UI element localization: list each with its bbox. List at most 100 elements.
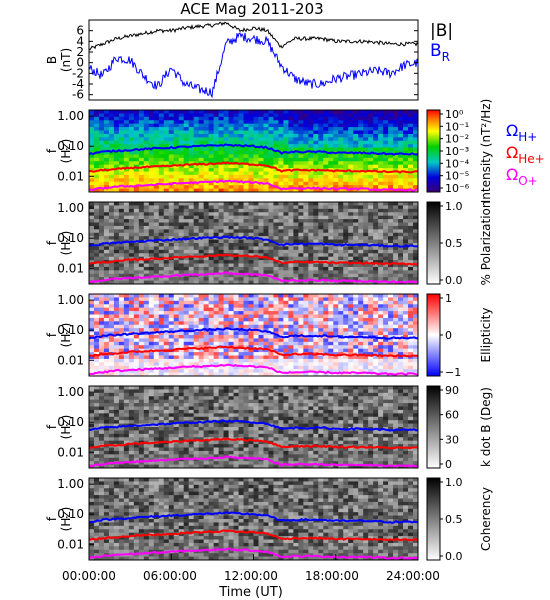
spectrogram-cell — [173, 243, 180, 247]
spectrogram-cell — [173, 266, 180, 271]
spectrogram-cell — [198, 297, 205, 302]
spectrogram-cell — [388, 321, 394, 326]
spectrogram-cell — [288, 137, 294, 142]
spectrogram-cell — [118, 311, 125, 315]
spectrogram-cell — [98, 331, 105, 336]
spectrogram-cell — [263, 161, 269, 166]
spectrogram-cell — [89, 147, 95, 152]
spectrogram-cell — [233, 273, 239, 278]
spectrogram-cell — [148, 345, 155, 350]
spectrogram-cell — [228, 157, 234, 162]
spectrogram-cell — [398, 168, 404, 172]
spectrogram-cell — [358, 161, 364, 166]
spectrogram-cell — [193, 161, 200, 166]
spectrogram-cell — [413, 205, 419, 210]
spectrogram-cell — [268, 205, 274, 210]
spectrogram-cell — [303, 297, 309, 302]
spectrogram-cell — [138, 232, 145, 237]
spectrogram-cell — [248, 168, 254, 172]
spectrogram-cell — [348, 178, 354, 183]
spectrogram-cell — [163, 215, 170, 220]
spectrogram-cell — [273, 246, 279, 251]
spectrogram-cell — [353, 222, 359, 227]
spectrogram-cell — [318, 345, 324, 350]
spectrogram-cell — [363, 297, 369, 302]
spectrogram-cell — [293, 222, 299, 227]
spectrogram-cell — [213, 338, 219, 343]
spectrogram-cell — [178, 355, 185, 360]
spectrogram-cell — [223, 348, 229, 353]
spectrogram-cell — [278, 300, 284, 305]
spectrogram-cell — [203, 280, 210, 285]
spectrogram-cell — [89, 348, 95, 353]
spectrogram-cell — [223, 358, 229, 363]
spectrogram-cell — [228, 297, 234, 302]
spectrogram-cell — [208, 113, 215, 118]
spectrogram-cell — [258, 133, 264, 138]
spectrogram-cell — [223, 168, 229, 172]
spectrogram-cell — [408, 225, 414, 230]
spectrogram-cell — [368, 317, 374, 322]
spectrogram-cell — [203, 137, 210, 142]
spectrogram-cell — [148, 352, 155, 356]
spectrogram-cell — [173, 260, 180, 264]
spectrogram-cell — [338, 225, 344, 230]
spectrogram-cell — [143, 202, 150, 206]
spectrogram-cell — [98, 273, 105, 278]
spectrogram-cell — [108, 386, 115, 390]
spectrogram-cell — [89, 324, 95, 329]
spectrogram-cell — [403, 123, 409, 128]
spectrogram-cell — [223, 110, 229, 114]
spectrogram-cell — [263, 362, 269, 367]
spectrogram-cell — [273, 157, 279, 162]
spectrogram-cell — [163, 120, 170, 125]
spectrogram-cell — [373, 358, 379, 363]
spectrogram-cell — [403, 236, 409, 240]
spectrogram-cell — [188, 181, 195, 186]
spectrogram-cell — [298, 338, 304, 343]
spectrogram-cell — [263, 324, 269, 329]
spectrogram-cell — [193, 205, 200, 210]
spectrogram-cell — [338, 253, 344, 258]
spectrogram-cell — [89, 433, 95, 438]
spectrogram-cell — [138, 362, 145, 367]
spectrogram-cell — [408, 181, 414, 186]
spectrogram-cell — [333, 331, 339, 336]
spectrogram-cell — [323, 335, 329, 339]
spectrogram-cell — [228, 300, 234, 305]
spectrogram-cell — [178, 352, 185, 356]
spectrogram-cell — [113, 345, 120, 350]
spectrogram-cell — [298, 362, 304, 367]
spectrogram-cell — [118, 321, 125, 326]
spectrogram-cell — [298, 372, 304, 377]
spectrogram-cell — [233, 243, 239, 247]
figure-title: ACE Mag 2011-203 — [180, 0, 323, 18]
spectrogram-cell — [168, 345, 175, 350]
spectrogram-cell — [198, 154, 205, 159]
spectrogram-cell — [178, 147, 185, 152]
spectrogram-cell — [198, 151, 205, 155]
spectrogram-cell — [348, 324, 354, 329]
spectrogram-cell — [308, 222, 314, 227]
spectrogram-cell — [353, 171, 359, 176]
spectrogram-cell — [113, 154, 120, 159]
spectrogram-cell — [163, 321, 170, 326]
spectrogram-cell — [148, 185, 155, 189]
spectrogram-cell — [333, 314, 339, 319]
panel-frame — [88, 109, 419, 193]
spectrogram-cell — [203, 260, 210, 264]
spectrogram-cell — [103, 297, 110, 302]
spectrogram-cell — [223, 335, 229, 339]
spectrogram-cell — [193, 249, 200, 254]
spectrogram-cell — [348, 116, 354, 121]
spectrogram-cell — [318, 140, 324, 145]
spectrogram-cell — [208, 116, 215, 121]
spectrogram-cell — [388, 345, 394, 350]
spectrogram-cell — [318, 372, 324, 377]
spectrogram-cell — [298, 239, 304, 244]
spectrogram-cell — [338, 123, 344, 128]
spectrogram-cell — [333, 249, 339, 254]
spectrogram-cell — [173, 205, 180, 210]
spectrogram-cell — [228, 110, 234, 114]
spectrogram-cell — [383, 317, 389, 322]
